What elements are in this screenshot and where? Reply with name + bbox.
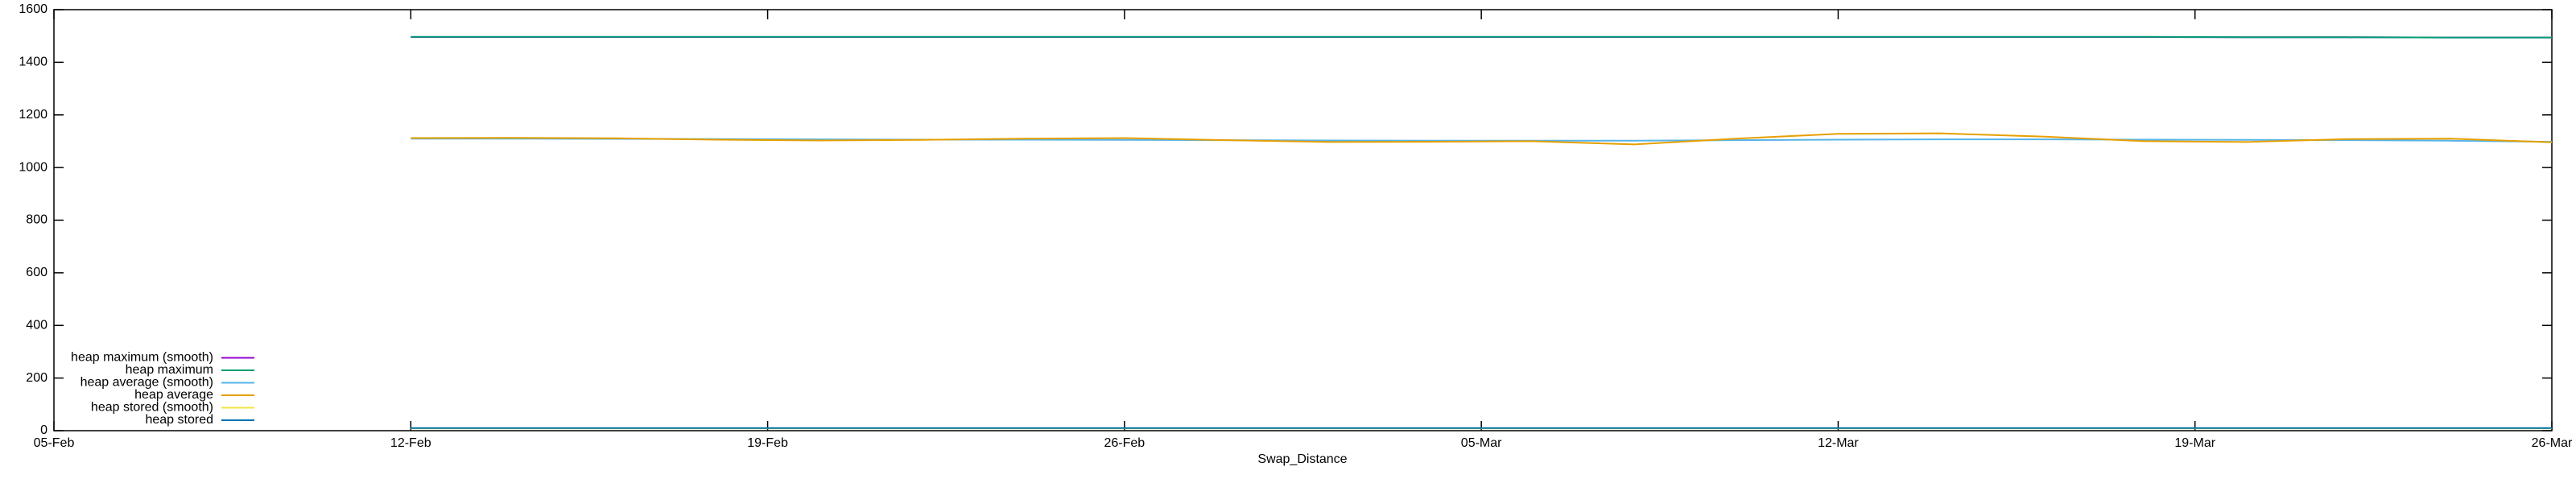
x-tick-label: 26-Mar <box>2532 436 2573 450</box>
x-axis-label: Swap_Distance <box>1257 452 1347 466</box>
x-tick-label: 12-Mar <box>1818 436 1859 450</box>
legend-label: heap average (smooth) <box>80 376 213 390</box>
y-tick-label: 1600 <box>19 2 47 16</box>
legend-label: heap stored (smooth) <box>91 401 213 415</box>
x-tick-label: 19-Feb <box>747 436 788 450</box>
x-tick-label: 12-Feb <box>390 436 431 450</box>
legend-label: heap maximum <box>126 363 213 377</box>
y-tick-label: 1000 <box>19 160 47 174</box>
series-line <box>411 132 2553 146</box>
y-tick-label: 1400 <box>19 56 47 69</box>
y-tick-label: 800 <box>26 213 47 227</box>
x-tick-label: 05-Feb <box>34 436 75 450</box>
y-tick-label: 1200 <box>19 108 47 122</box>
legend-label: heap maximum (smooth) <box>71 351 213 365</box>
legend-label: heap stored <box>145 413 213 427</box>
x-tick-label: 26-Feb <box>1104 436 1146 450</box>
x-tick-label: 19-Mar <box>2174 436 2215 450</box>
x-tick-label: 05-Mar <box>1461 436 1502 450</box>
y-tick-label: 0 <box>40 423 47 437</box>
y-tick-label: 200 <box>26 371 47 385</box>
legend-label: heap average <box>134 388 213 402</box>
series-line <box>411 35 2552 39</box>
y-tick-label: 400 <box>26 318 47 332</box>
plot-frame <box>53 9 2553 431</box>
y-tick-label: 600 <box>26 266 47 279</box>
